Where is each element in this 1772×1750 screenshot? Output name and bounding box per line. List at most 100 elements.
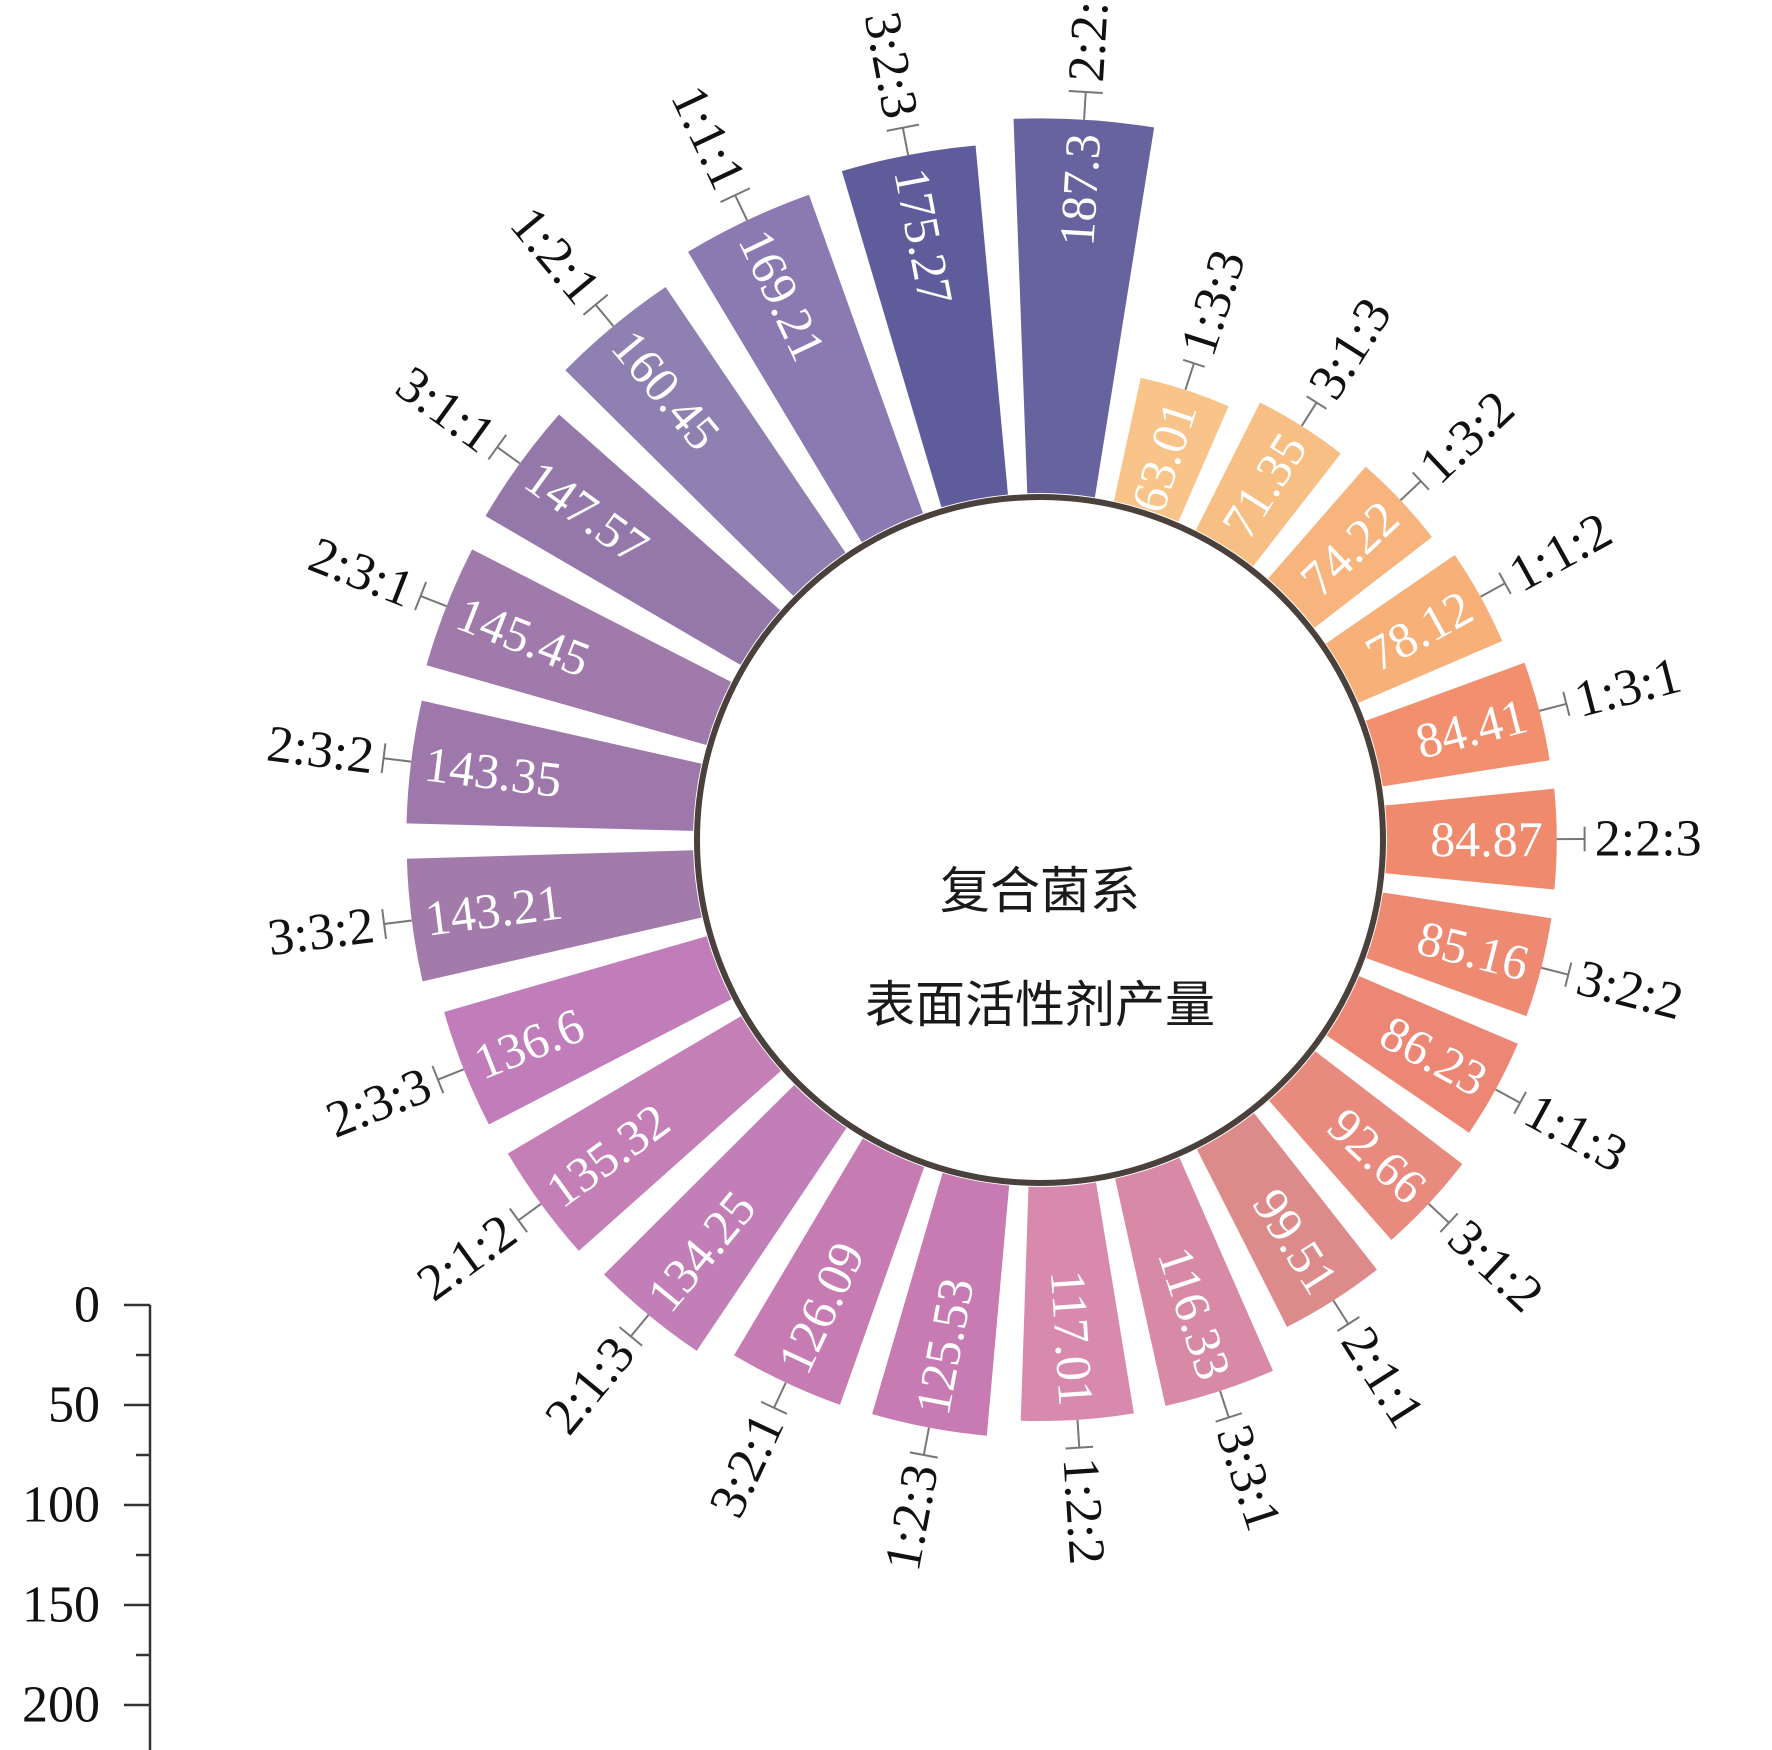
error-bar-3:2:3 [901, 127, 910, 156]
category-label: 1:2:3 [874, 1460, 950, 1576]
category-label: 2:2:1 [1058, 0, 1121, 84]
error-bar-cap-2:3:1 [414, 581, 428, 611]
bar-value-label: 84.87 [1430, 811, 1543, 867]
category-label: 2:3:3 [319, 1057, 439, 1149]
bar-2:2:3 [1385, 788, 1557, 890]
error-bar-cap-3:2:1 [760, 1400, 788, 1415]
error-bar-cap-3:2:2 [1564, 962, 1573, 987]
error-bar-cap-2:1:1 [1336, 1316, 1360, 1332]
error-bar-1:3:1 [1539, 702, 1567, 712]
category-label: 3:3:2 [264, 897, 377, 967]
error-bar-1:3:2 [1399, 480, 1422, 501]
bar-2:1:1 [1196, 1113, 1377, 1327]
error-bar-2:3:3 [437, 1068, 465, 1081]
error-bar-cap-1:3:2 [1411, 471, 1430, 491]
category-label: 3:1:3 [1298, 288, 1403, 409]
error-bar-cap-1:2:3 [909, 1451, 938, 1459]
bar-3:1:1 [485, 414, 781, 665]
scale-tick-label: 0 [74, 1277, 100, 1334]
category-label: 1:3:2 [1409, 380, 1526, 495]
error-bar-cap-3:2:3 [886, 123, 920, 132]
error-bar-3:1:3 [1300, 401, 1318, 427]
error-bar-1:2:2 [1076, 1419, 1081, 1448]
bar-2:3:2 [406, 700, 702, 831]
bar-2:3:3 [444, 936, 732, 1125]
error-bar-cap-3:3:1 [1215, 1412, 1243, 1423]
bar-3:2:1 [734, 1138, 925, 1405]
category-label: 3:3:1 [1205, 1418, 1292, 1537]
category-label: 3:1:1 [386, 355, 506, 464]
error-bar-cap-1:1:1 [720, 187, 751, 203]
error-bar-cap-1:1:3 [1513, 1091, 1527, 1115]
error-bar-1:2:1 [594, 303, 615, 327]
error-bar-cap-3:1:3 [1306, 395, 1328, 410]
center-circle [694, 494, 1386, 1186]
bar-3:3:1 [1115, 1157, 1273, 1406]
category-label: 1:3:3 [1170, 243, 1257, 362]
category-label: 3:1:2 [1437, 1209, 1554, 1324]
bar-2:2:1 [1013, 118, 1155, 498]
error-bar-cap-2:1:2 [509, 1207, 528, 1233]
category-label: 1:2:2 [1052, 1456, 1116, 1566]
error-bar-cap-1:2:1 [582, 293, 609, 316]
bar-3:2:2 [1366, 892, 1552, 1017]
category-label: 2:3:2 [264, 715, 377, 785]
error-bar-cap-1:3:1 [1562, 691, 1571, 717]
error-bar-3:3:1 [1219, 1390, 1230, 1418]
bar-2:1:2 [507, 1016, 781, 1251]
error-bar-cap-1:2:2 [1065, 1445, 1094, 1450]
error-bar-2:1:3 [629, 1314, 650, 1338]
bar-1:1:3 [1326, 976, 1518, 1133]
category-label: 1:3:1 [1569, 647, 1687, 729]
category-label: 2:1:3 [534, 1326, 646, 1445]
error-bar-cap-3:1:1 [487, 434, 508, 461]
error-bar-3:3:2 [383, 919, 412, 926]
scale-axis: 0 50 100 150 200 [22, 1277, 152, 1750]
category-label: 2:1:1 [1330, 1317, 1436, 1438]
error-bar-cap-3:1:2 [1439, 1212, 1459, 1233]
category-label: 2:3:1 [301, 527, 421, 619]
bar-1:1:1 [688, 194, 924, 543]
category-label: 1:1:2 [1500, 502, 1621, 604]
category-label: 2:2:3 [1595, 810, 1702, 867]
center-title-line-1: 复合菌系 [940, 862, 1140, 920]
error-bar-cap-2:2:1 [1068, 89, 1103, 95]
scale-tick-label: 200 [22, 1677, 100, 1734]
error-bar-2:3:2 [383, 757, 412, 763]
bar-1:3:2 [1268, 466, 1432, 628]
error-bar-3:1:1 [496, 446, 521, 465]
center-title-line-2: 表面活性剂产量 [865, 976, 1215, 1034]
category-label: 2:1:2 [407, 1203, 527, 1312]
category-label: 1:2:1 [499, 196, 611, 315]
error-bar-1:1:2 [1480, 582, 1506, 598]
error-bar-2:3:1 [420, 595, 447, 608]
bar-1:2:1 [565, 286, 846, 596]
error-bar-3:2:1 [773, 1382, 787, 1409]
scale-tick-label: 100 [22, 1477, 100, 1534]
error-bar-cap-1:1:2 [1498, 572, 1512, 595]
bar-2:3:1 [426, 549, 732, 745]
error-bar-2:1:1 [1332, 1299, 1350, 1325]
error-bar-cap-2:3:3 [431, 1065, 445, 1094]
bar-3:2:3 [841, 145, 1008, 508]
error-bar-2:1:2 [517, 1203, 542, 1222]
error-bar-cap-2:1:3 [618, 1326, 643, 1347]
bar-1:3:3 [1113, 377, 1229, 522]
error-bar-cap-3:3:2 [381, 909, 388, 940]
error-bar-1:1:3 [1495, 1088, 1521, 1104]
error-bar-1:3:3 [1184, 362, 1195, 391]
bar-value-label: 117.01 [1040, 1269, 1105, 1408]
bar-1:3:1 [1365, 662, 1550, 787]
category-label: 1:1:3 [1515, 1083, 1636, 1184]
error-bars-layer [380, 89, 1586, 1459]
error-bar-3:1:2 [1427, 1202, 1450, 1224]
category-label: 3:2:2 [1571, 950, 1689, 1032]
bar-3:3:2 [406, 850, 702, 982]
bar-1:2:3 [872, 1173, 1010, 1436]
category-label: 3:2:3 [853, 7, 929, 123]
error-bar-1:2:3 [922, 1427, 930, 1456]
scale-tick-label: 50 [48, 1377, 100, 1434]
bar-2:1:3 [604, 1084, 847, 1351]
bar-3:1:3 [1195, 402, 1341, 567]
